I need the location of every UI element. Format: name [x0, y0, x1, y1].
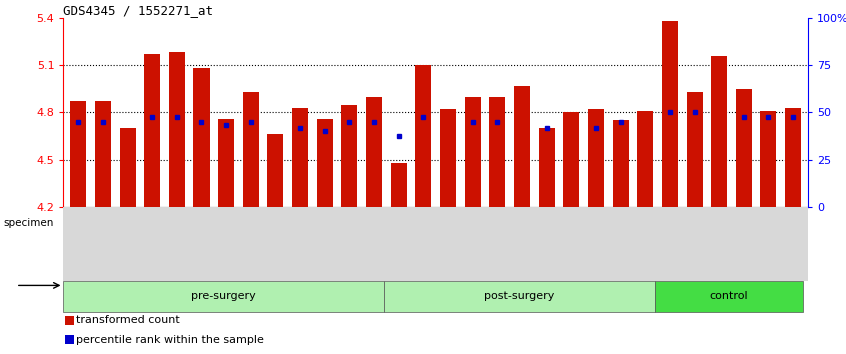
- Text: control: control: [710, 291, 749, 302]
- Bar: [613, 120, 629, 207]
- Bar: [144, 54, 160, 207]
- Text: GSM842023: GSM842023: [345, 211, 354, 259]
- Bar: [119, 128, 135, 207]
- Text: GSM842024: GSM842024: [370, 211, 378, 259]
- Text: post-surgery: post-surgery: [484, 291, 555, 302]
- Text: GSM842014: GSM842014: [123, 211, 132, 259]
- Text: GSM842029: GSM842029: [493, 211, 502, 259]
- Text: GSM842018: GSM842018: [222, 211, 231, 259]
- Text: GSM842036: GSM842036: [666, 211, 674, 259]
- Bar: [489, 97, 505, 207]
- Bar: [686, 92, 702, 207]
- Text: GSM842016: GSM842016: [173, 211, 181, 259]
- Bar: [218, 119, 234, 207]
- Text: GSM842038: GSM842038: [715, 211, 723, 259]
- Text: percentile rank within the sample: percentile rank within the sample: [76, 335, 264, 345]
- Bar: [316, 119, 332, 207]
- Text: GSM842041: GSM842041: [788, 211, 798, 259]
- Text: GSM842022: GSM842022: [321, 211, 329, 259]
- Text: GSM842017: GSM842017: [197, 211, 206, 259]
- Bar: [655, 281, 803, 312]
- Bar: [194, 68, 210, 207]
- Bar: [95, 101, 111, 207]
- Text: GSM842028: GSM842028: [468, 211, 477, 259]
- Text: GSM842012: GSM842012: [74, 211, 83, 259]
- Text: GSM842034: GSM842034: [616, 211, 625, 259]
- Text: GSM842019: GSM842019: [246, 211, 255, 259]
- Bar: [785, 108, 801, 207]
- Text: GSM842021: GSM842021: [295, 211, 305, 259]
- Text: GSM842033: GSM842033: [591, 211, 601, 259]
- Text: transformed count: transformed count: [76, 315, 180, 325]
- Bar: [366, 97, 382, 207]
- Bar: [662, 21, 678, 207]
- Text: GSM842040: GSM842040: [764, 211, 773, 259]
- Text: GDS4345 / 1552271_at: GDS4345 / 1552271_at: [63, 4, 213, 17]
- Text: specimen: specimen: [3, 218, 53, 228]
- Bar: [539, 128, 555, 207]
- Text: GSM842039: GSM842039: [739, 211, 749, 259]
- Text: GSM842026: GSM842026: [419, 211, 428, 259]
- Text: GSM842020: GSM842020: [271, 211, 280, 259]
- Bar: [711, 56, 728, 207]
- Bar: [761, 111, 777, 207]
- Bar: [563, 113, 580, 207]
- Text: GSM842027: GSM842027: [443, 211, 453, 259]
- Text: GSM842037: GSM842037: [690, 211, 699, 259]
- Text: GSM842013: GSM842013: [98, 211, 107, 259]
- Bar: [342, 104, 357, 207]
- Bar: [243, 92, 259, 207]
- Text: GSM842032: GSM842032: [567, 211, 576, 259]
- Bar: [391, 163, 407, 207]
- Bar: [65, 335, 74, 344]
- Text: GSM842031: GSM842031: [542, 211, 551, 259]
- Text: GSM842035: GSM842035: [640, 211, 650, 259]
- Bar: [588, 109, 604, 207]
- Text: GSM842015: GSM842015: [148, 211, 157, 259]
- Text: pre-surgery: pre-surgery: [191, 291, 256, 302]
- Bar: [169, 52, 185, 207]
- Bar: [464, 97, 481, 207]
- Bar: [440, 109, 456, 207]
- Bar: [65, 316, 74, 325]
- Bar: [384, 281, 655, 312]
- Bar: [70, 101, 86, 207]
- Bar: [63, 281, 384, 312]
- Bar: [637, 111, 653, 207]
- Bar: [514, 86, 530, 207]
- Bar: [736, 89, 752, 207]
- Bar: [267, 135, 283, 207]
- Bar: [415, 65, 431, 207]
- Text: GSM842025: GSM842025: [394, 211, 404, 259]
- Text: GSM842030: GSM842030: [518, 211, 526, 259]
- Bar: [292, 108, 308, 207]
